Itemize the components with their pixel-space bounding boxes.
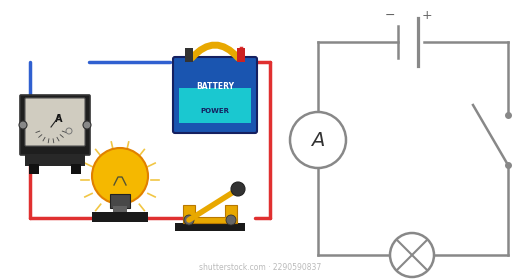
FancyBboxPatch shape: [25, 98, 85, 146]
Bar: [185, 48, 193, 62]
Text: A: A: [55, 114, 63, 124]
Circle shape: [92, 148, 148, 204]
Bar: [71, 164, 81, 174]
Bar: [25, 154, 85, 166]
FancyBboxPatch shape: [20, 95, 90, 155]
Text: −: −: [385, 9, 395, 22]
Text: A: A: [311, 130, 324, 150]
FancyArrowPatch shape: [192, 45, 238, 58]
Bar: [29, 164, 39, 174]
Circle shape: [226, 215, 236, 225]
Circle shape: [390, 233, 434, 277]
Bar: [92, 212, 148, 220]
Bar: [237, 48, 245, 62]
Circle shape: [184, 215, 194, 225]
Text: +: +: [422, 9, 432, 22]
Bar: [92, 212, 148, 222]
Text: BATTERY: BATTERY: [196, 82, 234, 91]
Text: shutterstock.com · 2290590837: shutterstock.com · 2290590837: [199, 263, 321, 272]
Circle shape: [290, 112, 346, 168]
Text: POWER: POWER: [201, 108, 229, 114]
Circle shape: [19, 121, 27, 129]
Bar: [179, 88, 251, 123]
Bar: [113, 206, 127, 214]
Polygon shape: [183, 205, 237, 223]
Bar: [110, 194, 130, 208]
Circle shape: [231, 182, 245, 196]
Circle shape: [83, 121, 91, 129]
Bar: [175, 223, 245, 231]
FancyBboxPatch shape: [173, 57, 257, 133]
